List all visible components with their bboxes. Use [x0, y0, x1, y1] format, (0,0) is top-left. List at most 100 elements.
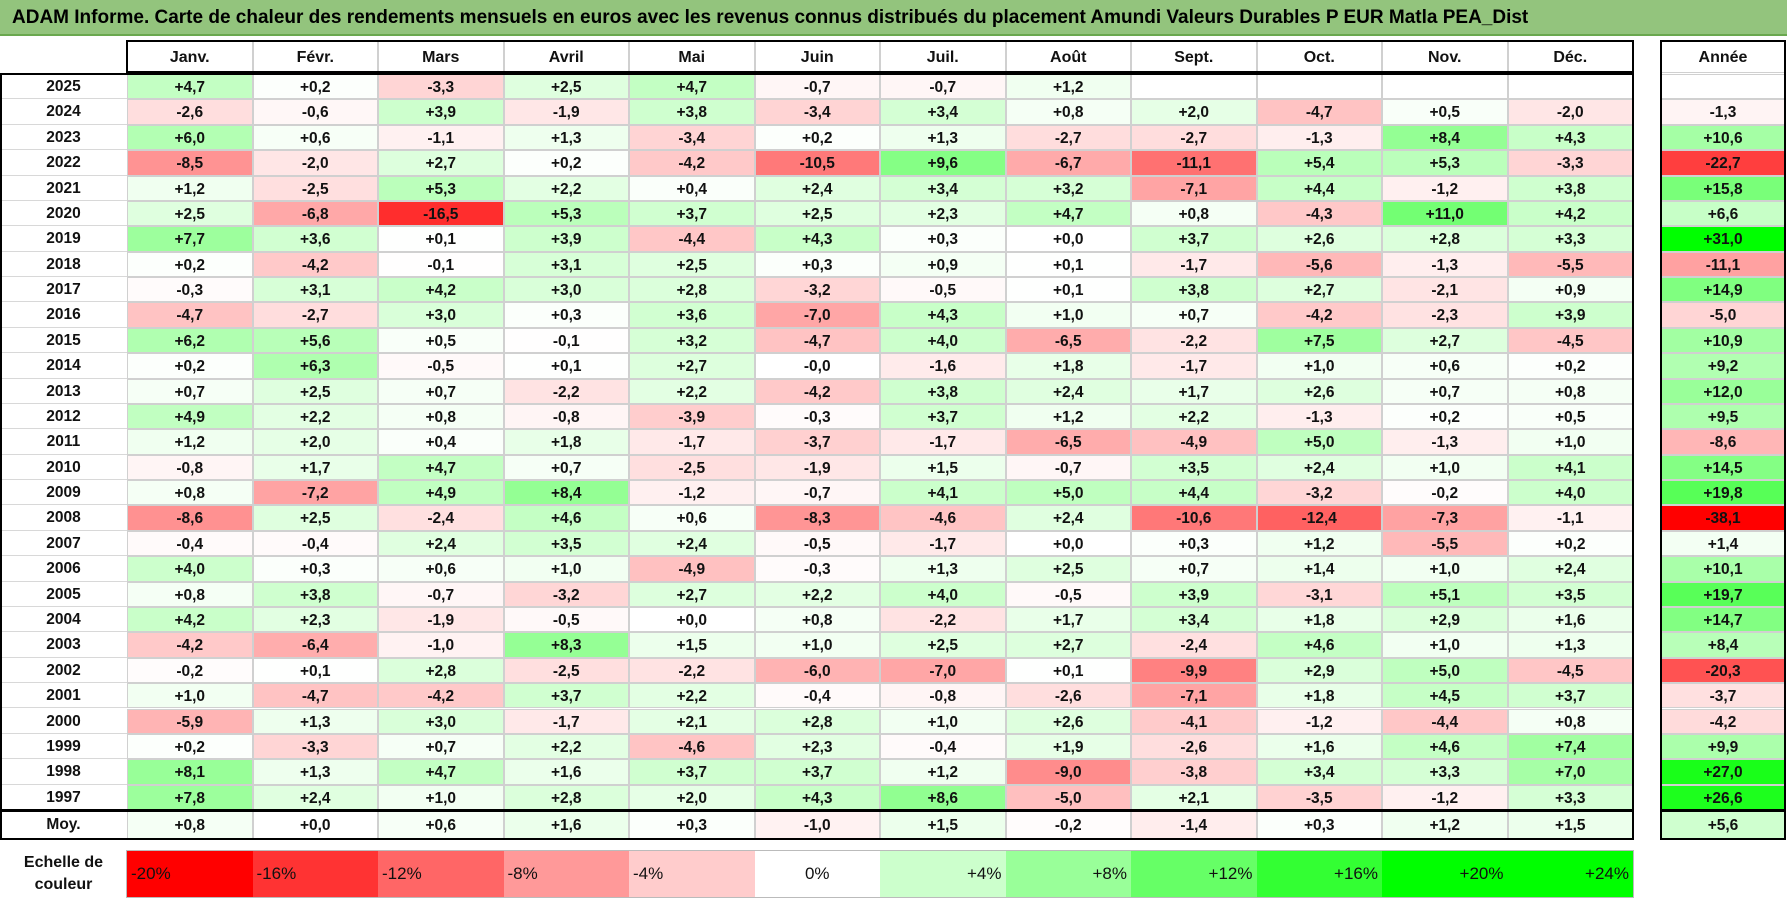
legend-swatch: -16%: [252, 851, 378, 897]
heatmap-cell: -4,2: [127, 632, 253, 658]
heatmap-cell: -0,4: [252, 530, 378, 557]
heatmap-cell: +0,2: [252, 74, 378, 100]
heatmap-cell: -0,5: [1005, 581, 1131, 607]
heatmap-cell: -2,6: [127, 99, 253, 125]
heatmap-cell: -0,7: [378, 581, 504, 607]
heatmap-cell: +7,5: [1256, 327, 1382, 354]
heatmap-cell: +3,7: [629, 759, 755, 785]
heatmap-cell: -4,4: [1382, 708, 1508, 734]
year-label: 2014: [0, 353, 127, 379]
heatmap-cell: -4,5: [1507, 657, 1633, 684]
heatmap-cell: -3,1: [1256, 581, 1382, 607]
heatmap-cell: +2,0: [252, 429, 378, 455]
heatmap-cell: +4,7: [1005, 200, 1131, 227]
heatmap-cell: +0,2: [127, 353, 253, 379]
average-cell: +1,2: [1382, 811, 1508, 839]
heatmap-cell: +3,2: [629, 327, 755, 354]
year-label: 2008: [0, 505, 127, 531]
heatmap-cell: +2,8: [629, 277, 755, 303]
heatmap-cell: +2,5: [629, 251, 755, 278]
year-label: 2024: [0, 99, 127, 125]
heatmap-cell: +3,0: [503, 277, 629, 303]
heatmap-cell: +4,9: [378, 480, 504, 506]
year-label: 2023: [0, 125, 127, 151]
heatmap-cell: -2,0: [252, 150, 378, 176]
annual-cell: [1661, 74, 1785, 100]
heatmap-cell: -5,9: [127, 708, 253, 734]
heatmap-cell: -0,4: [880, 733, 1006, 760]
month-header: Oct.: [1256, 41, 1382, 73]
heatmap-cell: +2,5: [503, 74, 629, 100]
heatmap-cell: -1,7: [880, 429, 1006, 455]
heatmap-cell: +3,7: [880, 403, 1006, 430]
average-frame: [0, 810, 1634, 840]
heatmap-cell: +4,0: [880, 327, 1006, 354]
heatmap-cell: +3,1: [503, 251, 629, 278]
heatmap-cell: -7,2: [252, 480, 378, 506]
heatmap-cell: +3,5: [503, 530, 629, 557]
heatmap-cell: +0,5: [378, 327, 504, 354]
heatmap-cell: -3,7: [754, 429, 880, 455]
heatmap-cell: +4,9: [127, 403, 253, 430]
heatmap-cell: -4,6: [629, 733, 755, 760]
month-header: Janv.: [127, 41, 253, 73]
heatmap-cell: +2,3: [880, 200, 1006, 227]
heatmap-cell: -5,0: [1005, 784, 1131, 810]
heatmap-cell: -0,2: [127, 657, 253, 684]
heatmap-cell: -2,2: [629, 657, 755, 684]
heatmap-cell: -4,2: [378, 683, 504, 709]
heatmap-cell: -16,5: [378, 200, 504, 227]
annual-cell: +14,9: [1661, 277, 1785, 303]
legend-title: Echelle de couleur: [23, 854, 104, 893]
year-label: 2015: [0, 328, 127, 354]
heatmap-cell: -1,7: [880, 530, 1006, 557]
heatmap-cell: +11,0: [1382, 200, 1508, 227]
heatmap-cell: +3,7: [1131, 226, 1257, 252]
annual-cell: +19,8: [1661, 480, 1785, 506]
heatmap-cell: -3,4: [629, 124, 755, 151]
heatmap-cell: +0,2: [127, 733, 253, 760]
heatmap-cell: +2,6: [1256, 226, 1382, 252]
month-header: Mai: [629, 41, 755, 73]
heatmap-cell: +0,6: [378, 556, 504, 582]
heatmap-cell: -6,4: [252, 632, 378, 658]
heatmap-cell: +2,4: [1256, 454, 1382, 481]
heatmap-cell: +0,4: [629, 175, 755, 201]
heatmap-cell: -1,7: [629, 429, 755, 455]
heatmap-cell: +0,1: [1005, 657, 1131, 684]
heatmap-cell: +2,3: [252, 606, 378, 633]
heatmap-cell: +3,3: [1382, 759, 1508, 785]
heatmap-cell: +2,2: [503, 175, 629, 201]
heatmap-cell: -1,3: [1382, 429, 1508, 455]
month-header: Févr.: [252, 41, 378, 73]
heatmap-cell: -1,7: [503, 708, 629, 734]
year-label: 2019: [0, 226, 127, 252]
annual-cell: -22,7: [1661, 150, 1785, 176]
months-frame: [0, 73, 1634, 812]
heatmap-cell: -8,3: [754, 505, 880, 531]
annual-cell: -3,7: [1661, 683, 1785, 709]
heatmap-cell: +2,5: [127, 200, 253, 227]
heatmap-cell: -8,6: [127, 505, 253, 531]
heatmap-cell: +1,2: [1005, 74, 1131, 100]
heatmap-cell: -2,5: [252, 175, 378, 201]
heatmap-cell: +3,4: [1256, 759, 1382, 785]
heatmap-cell: -2,7: [1005, 124, 1131, 151]
heatmap-cell: -1,1: [1507, 505, 1633, 531]
heatmap-cell: -4,7: [754, 327, 880, 354]
heatmap-cell: +8,4: [503, 480, 629, 506]
heatmap-cell: +2,2: [754, 581, 880, 607]
heatmap-cell: +6,2: [127, 327, 253, 354]
heatmap-cell: +0,8: [1131, 200, 1257, 227]
annual-cell: +9,5: [1661, 403, 1785, 430]
heatmap-cell: +6,0: [127, 124, 253, 151]
heatmap-cell: +3,7: [754, 759, 880, 785]
heatmap-cell: +1,5: [880, 454, 1006, 481]
heatmap-cell: +8,6: [880, 784, 1006, 810]
heatmap-cell: +2,1: [629, 708, 755, 734]
heatmap-cell: +2,5: [754, 200, 880, 227]
heatmap-cell: +1,0: [1382, 454, 1508, 481]
legend-swatch: +16%: [1256, 851, 1382, 897]
heatmap-cell: +2,7: [629, 353, 755, 379]
heatmap-cell: -3,2: [1256, 480, 1382, 506]
